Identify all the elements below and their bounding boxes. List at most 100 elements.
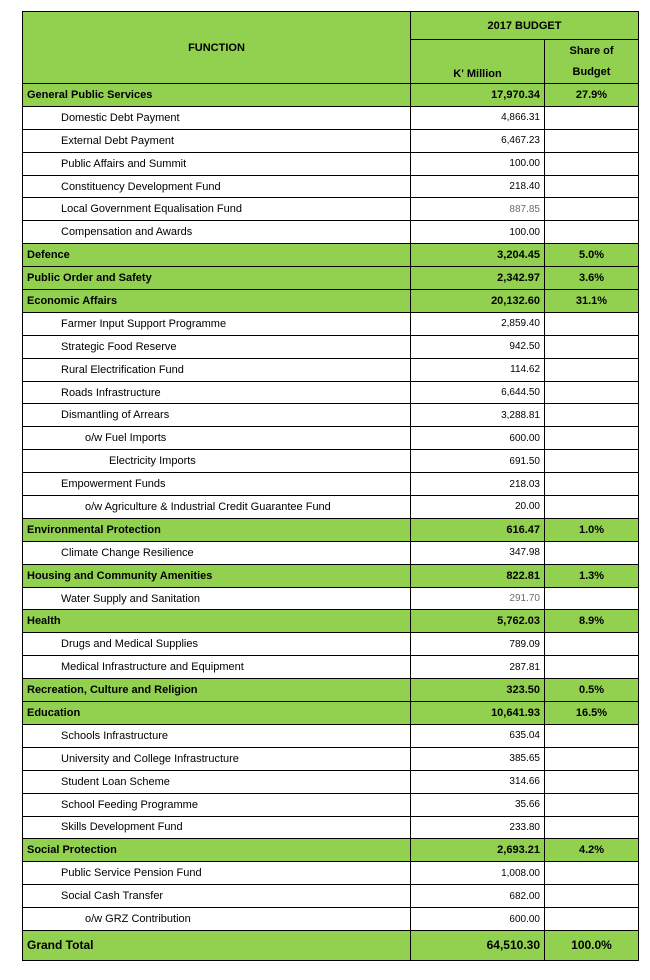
line-item-value: 6,467.23 [410, 128, 545, 153]
line-item-value: 291.70 [410, 586, 545, 611]
line-item-value: 100.00 [410, 151, 545, 176]
line-item-row: Public Service Pension Fund 1,008.00 [22, 861, 639, 886]
line-item-name: o/w Agriculture & Industrial Credit Guar… [22, 495, 411, 519]
share-header-line2: Budget [572, 65, 611, 78]
line-item-row: o/w Fuel Imports 600.00 [22, 426, 639, 451]
section-value: 616.47 [410, 517, 545, 542]
line-item-name: Roads Infrastructure [22, 380, 411, 405]
line-item-share-empty [544, 403, 639, 428]
section-share: 4.2% [544, 838, 639, 863]
line-item-share-empty [544, 311, 639, 336]
section-share: 1.0% [544, 517, 639, 542]
line-item-name: Medical Infrastructure and Equipment [22, 655, 411, 680]
line-item-value: 887.85 [410, 197, 545, 222]
line-item-value: 635.04 [410, 723, 545, 748]
line-item-name: Social Cash Transfer [22, 884, 411, 909]
section-row: Social Protection 2,693.21 4.2% [22, 838, 639, 863]
grand-total-row: Grand Total 64,510.30 100.0% [22, 929, 639, 961]
line-item-name: o/w GRZ Contribution [22, 907, 411, 931]
section-row: General Public Services 17,970.34 27.9% [22, 83, 639, 107]
line-item-share-empty [544, 426, 639, 451]
line-item-row: Empowerment Funds 218.03 [22, 472, 639, 497]
line-item-value: 218.03 [410, 472, 545, 497]
line-item-value: 3,288.81 [410, 403, 545, 428]
kmillion-header: K' Million [410, 39, 545, 84]
line-item-row: Strategic Food Reserve 942.50 [22, 334, 639, 359]
line-item-row: Farmer Input Support Programme 2,859.40 [22, 311, 639, 336]
line-item-name: Constituency Development Fund [22, 174, 411, 199]
line-item-value: 600.00 [410, 426, 545, 451]
section-row: Defence 3,204.45 5.0% [22, 243, 639, 268]
line-item-share-empty [544, 861, 639, 886]
line-item-row: Rural Electrification Fund 114.62 [22, 357, 639, 382]
line-item-share-empty [544, 151, 639, 176]
grand-total-label: Grand Total [22, 929, 411, 961]
section-value: 20,132.60 [410, 289, 545, 313]
section-share: 0.5% [544, 678, 639, 703]
line-item-value: 789.09 [410, 632, 545, 657]
line-item-row: Climate Change Resilience 347.98 [22, 540, 639, 565]
section-value: 822.81 [410, 563, 545, 588]
line-item-name: Local Government Equalisation Fund [22, 197, 411, 222]
section-name: Defence [22, 243, 411, 268]
line-item-share-empty [544, 540, 639, 565]
line-item-row: Skills Development Fund 233.80 [22, 815, 639, 840]
line-item-value: 100.00 [410, 220, 545, 245]
line-item-name: Public Service Pension Fund [22, 861, 411, 886]
line-item-value: 2,859.40 [410, 311, 545, 336]
section-row: Environmental Protection 616.47 1.0% [22, 517, 639, 542]
section-name: Social Protection [22, 838, 411, 863]
line-item-row: Constituency Development Fund 218.40 [22, 174, 639, 199]
section-share: 5.0% [544, 243, 639, 268]
line-item-row: o/w Agriculture & Industrial Credit Guar… [22, 495, 639, 519]
section-name: Public Order and Safety [22, 266, 411, 291]
line-item-name: External Debt Payment [22, 128, 411, 153]
line-item-value: 6,644.50 [410, 380, 545, 405]
section-row: Economic Affairs 20,132.60 31.1% [22, 289, 639, 313]
line-item-share-empty [544, 128, 639, 153]
section-row: Education 10,641.93 16.5% [22, 701, 639, 725]
line-item-row: Compensation and Awards 100.00 [22, 220, 639, 245]
line-item-value: 287.81 [410, 655, 545, 680]
line-item-row: o/w GRZ Contribution 600.00 [22, 907, 639, 931]
section-share: 1.3% [544, 563, 639, 588]
line-item-row: Domestic Debt Payment 4,866.31 [22, 105, 639, 130]
line-item-row: University and College Infrastructure 385… [22, 746, 639, 771]
section-value: 3,204.45 [410, 243, 545, 268]
line-item-share-empty [544, 586, 639, 611]
section-share: 16.5% [544, 701, 639, 725]
grand-total-share: 100.0% [544, 929, 639, 961]
section-name: Recreation, Culture and Religion [22, 678, 411, 703]
line-item-name: Student Loan Scheme [22, 769, 411, 794]
line-item-share-empty [544, 769, 639, 794]
section-name: Health [22, 609, 411, 634]
line-item-row: Local Government Equalisation Fund 887.85 [22, 197, 639, 222]
line-item-share-empty [544, 884, 639, 909]
line-item-share-empty [544, 334, 639, 359]
section-name: General Public Services [22, 83, 411, 107]
line-item-name: Electricity Imports [22, 449, 411, 474]
function-header: FUNCTION [22, 11, 411, 84]
line-item-row: External Debt Payment 6,467.23 [22, 128, 639, 153]
section-value: 2,693.21 [410, 838, 545, 863]
section-share: 31.1% [544, 289, 639, 313]
line-item-row: Drugs and Medical Supplies 789.09 [22, 632, 639, 657]
line-item-share-empty [544, 105, 639, 130]
section-share: 8.9% [544, 609, 639, 634]
line-item-value: 114.62 [410, 357, 545, 382]
line-item-share-empty [544, 197, 639, 222]
line-item-row: Water Supply and Sanitation 291.70 [22, 586, 639, 611]
line-item-share-empty [544, 174, 639, 199]
line-item-value: 600.00 [410, 907, 545, 931]
section-share: 27.9% [544, 83, 639, 107]
line-item-name: Compensation and Awards [22, 220, 411, 245]
line-item-share-empty [544, 495, 639, 519]
line-item-share-empty [544, 632, 639, 657]
line-item-value: 682.00 [410, 884, 545, 909]
section-row: Housing and Community Amenities 822.81 1.3… [22, 563, 639, 588]
section-share: 3.6% [544, 266, 639, 291]
line-item-share-empty [544, 380, 639, 405]
line-item-share-empty [544, 723, 639, 748]
line-item-name: Rural Electrification Fund [22, 357, 411, 382]
header-row-2: K' Million Share of Budget [23, 39, 639, 84]
